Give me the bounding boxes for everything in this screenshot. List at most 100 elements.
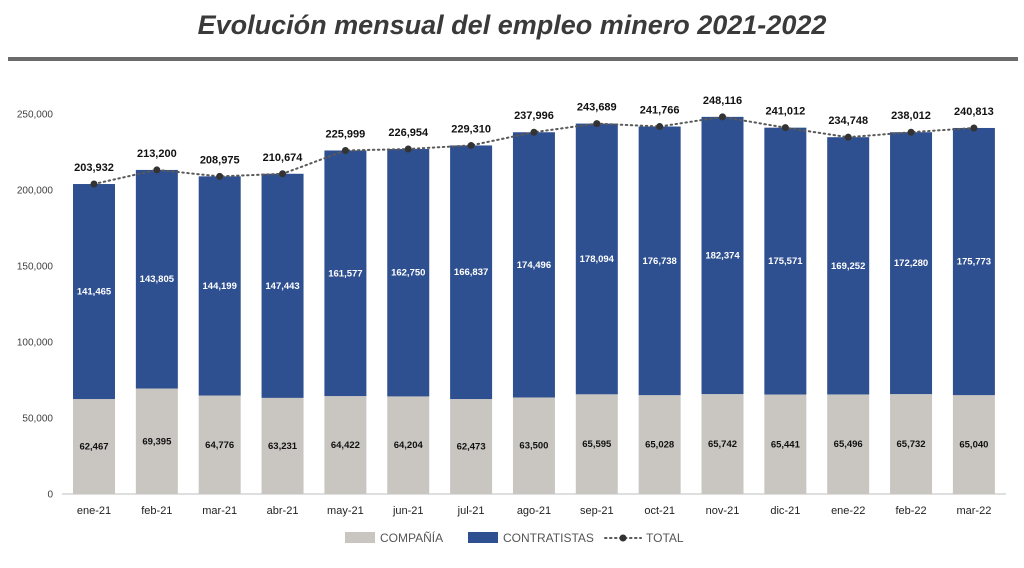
bar-compania: [512, 397, 555, 494]
data-label-compania: 65,595: [582, 439, 612, 450]
x-tick-label: ene-22: [831, 505, 865, 517]
x-tick-label: oct-21: [644, 505, 675, 517]
x-tick-label: feb-21: [141, 505, 172, 517]
total-point: [656, 123, 664, 131]
x-tick-label: jul-21: [457, 505, 485, 517]
data-label-contratistas: 172,280: [894, 258, 928, 269]
data-label-compania: 62,473: [457, 442, 486, 453]
data-label-total: 225,999: [326, 128, 366, 140]
y-tick-label: 250,000: [17, 110, 54, 121]
legend-marker-total: [619, 534, 627, 542]
bar-contratistas: [890, 132, 933, 395]
data-label-compania: 65,732: [897, 439, 926, 450]
data-label-compania: 65,028: [645, 440, 674, 451]
total-point: [844, 133, 852, 141]
data-label-compania: 63,231: [268, 441, 298, 452]
y-tick-label: 0: [47, 490, 53, 501]
data-label-total: 240,813: [954, 106, 994, 118]
x-tick-label: sep-21: [580, 505, 614, 517]
chart-title: Evolución mensual del empleo minero 2021…: [197, 10, 827, 40]
bar-contratistas: [764, 127, 807, 395]
bar-contratistas: [135, 169, 178, 389]
data-label-contratistas: 161,577: [328, 268, 362, 279]
total-point: [90, 180, 98, 188]
bar-contratistas: [512, 132, 555, 398]
x-tick-label: ene-21: [77, 505, 111, 517]
bar-contratistas: [701, 116, 744, 395]
legend-swatch-contratistas: [468, 532, 498, 543]
data-label-total: 238,012: [891, 110, 931, 122]
x-tick-label: nov-21: [706, 505, 740, 517]
data-label-contratistas: 162,750: [391, 268, 425, 279]
data-label-compania: 64,776: [205, 440, 234, 451]
data-label-total: 229,310: [451, 123, 491, 135]
total-point: [530, 128, 538, 136]
bar-contratistas: [198, 176, 241, 396]
data-label-contratistas: 175,571: [768, 256, 803, 267]
data-label-contratistas: 175,773: [957, 257, 991, 268]
data-label-contratistas: 144,199: [203, 281, 237, 292]
bar-compania: [261, 397, 304, 494]
y-tick-label: 150,000: [17, 262, 54, 273]
total-point: [216, 172, 224, 180]
x-tick-label: may-21: [327, 505, 364, 517]
bar-compania: [764, 394, 807, 494]
total-point: [467, 141, 475, 149]
x-tick-label: abr-21: [267, 505, 299, 517]
data-label-total: 213,200: [137, 148, 177, 160]
legend-label-compania: COMPAÑÍA: [380, 530, 443, 545]
bar-compania: [450, 399, 493, 494]
bar-compania: [324, 396, 367, 494]
data-label-contratistas: 182,374: [705, 250, 740, 261]
y-tick-label: 50,000: [22, 414, 53, 425]
bar-compania: [135, 388, 178, 494]
total-point: [781, 124, 789, 132]
bar-compania: [952, 395, 995, 494]
data-label-total: 203,932: [74, 162, 114, 174]
legend-label-contratistas: CONTRATISTAS: [503, 531, 594, 545]
bar-compania: [638, 395, 681, 494]
legend-swatch-compania: [345, 532, 375, 543]
data-label-total: 241,012: [765, 106, 805, 118]
data-label-compania: 63,500: [519, 441, 548, 452]
bar-contratistas: [638, 126, 681, 396]
bar-compania: [575, 394, 618, 494]
data-label-contratistas: 176,738: [642, 256, 676, 267]
data-label-total: 241,766: [640, 105, 680, 117]
data-label-compania: 65,496: [834, 439, 863, 450]
x-tick-label: feb-22: [895, 505, 926, 517]
bar-contratistas: [952, 127, 995, 396]
total-point: [279, 170, 287, 178]
bar-contratistas: [324, 150, 367, 397]
data-label-total: 226,954: [388, 127, 429, 139]
data-label-contratistas: 166,837: [454, 267, 488, 278]
bar-compania: [701, 394, 744, 494]
data-label-compania: 65,040: [959, 440, 988, 451]
total-point: [593, 120, 601, 128]
x-tick-label: dic-21: [770, 505, 800, 517]
data-label-total: 237,996: [514, 110, 554, 122]
data-label-contratistas: 141,465: [77, 287, 112, 298]
data-label-contratistas: 178,094: [580, 254, 615, 265]
bar-contratistas: [261, 173, 304, 398]
total-point: [404, 145, 412, 153]
data-label-contratistas: 147,443: [265, 281, 299, 292]
data-label-total: 248,116: [703, 95, 742, 107]
bar-contratistas: [450, 145, 493, 400]
total-point: [341, 146, 349, 154]
total-point: [153, 166, 161, 174]
bar-compania: [890, 394, 933, 494]
data-label-total: 234,748: [828, 115, 868, 127]
data-label-contratistas: 174,496: [517, 260, 551, 271]
x-tick-label: mar-22: [956, 505, 991, 517]
data-label-compania: 64,422: [331, 440, 360, 451]
total-point: [719, 113, 726, 121]
bar-compania: [73, 399, 115, 494]
bar-contratistas: [73, 184, 115, 400]
bar-compania: [827, 394, 870, 494]
data-label-total: 243,689: [577, 102, 617, 114]
data-label-contratistas: 169,252: [831, 261, 865, 272]
data-label-compania: 62,467: [79, 442, 108, 453]
data-label-compania: 65,441: [771, 439, 801, 450]
